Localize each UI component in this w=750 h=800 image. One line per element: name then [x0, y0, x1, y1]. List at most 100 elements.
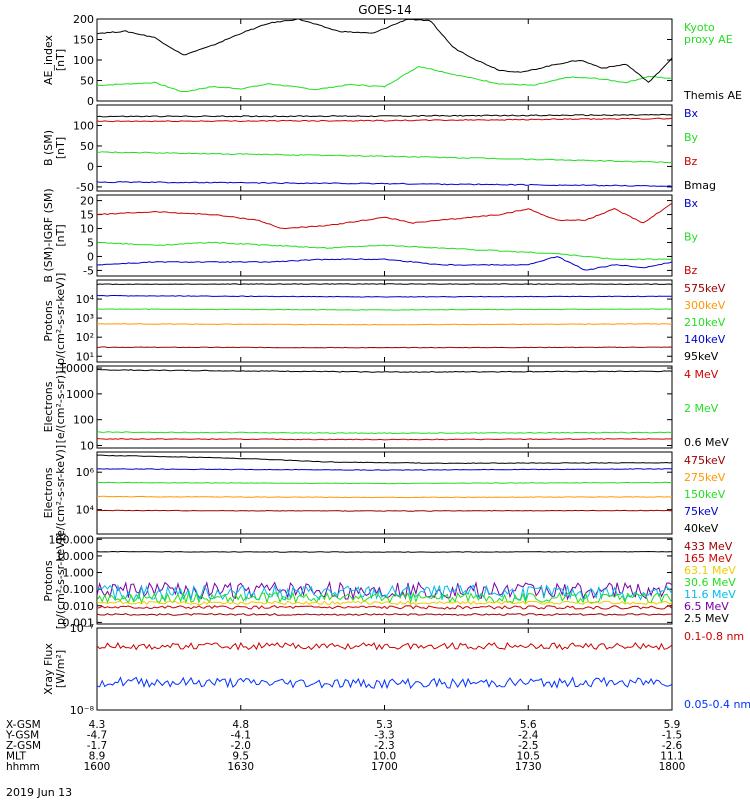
y-tick-label: 10¹	[76, 350, 94, 363]
axis-row-value: 4.8	[232, 719, 249, 731]
y-tick-label: 100	[73, 414, 94, 427]
panel-electrons_kev: 10⁴ 10⁶ Electrons[e/(cm²-s-sr-keV)] 475keV 2…	[42, 445, 726, 541]
legend-entry: 433 MeV	[684, 540, 733, 553]
y-tick-label: 10⁻⁸	[70, 704, 95, 717]
y-axis-label: Xray Flux[W/m²]	[42, 643, 67, 695]
y-axis-label: B (SM)[nT]	[42, 130, 67, 166]
legend-entry: 140keV	[684, 333, 726, 346]
legend-entry: 4 MeV	[684, 368, 719, 381]
legend-entry: Bx	[684, 197, 699, 210]
series-line	[97, 600, 672, 606]
y-tick-label: 10.000	[56, 550, 95, 563]
axis-row-value: 10.0	[373, 751, 396, 763]
legend-entry: 40keV	[684, 522, 719, 535]
legend-entry: 95keV	[684, 350, 719, 363]
legend-entry: Kyoto proxy AE	[684, 21, 733, 46]
panel-frame	[96, 18, 673, 102]
series-line	[97, 323, 672, 326]
axis-row-label: Y-GSM	[5, 730, 39, 742]
axis-row-value: 5.9	[664, 719, 681, 731]
legend-entry: Bmag	[684, 179, 716, 192]
panel-frame	[96, 104, 673, 192]
series-line	[97, 481, 672, 485]
axis-row-value: 1600	[84, 761, 111, 773]
legend-entry: 275keV	[684, 471, 726, 484]
y-tick-label: 50	[80, 75, 94, 88]
legend-entry: 165 MeV	[684, 552, 733, 565]
y-tick-label: 10⁶	[76, 466, 95, 479]
y-axis-label: B (SM)-IGRF (SM)[nT]	[42, 188, 67, 282]
series-line	[97, 468, 672, 471]
y-tick-label: 0	[87, 95, 94, 108]
y-tick-label: 10000	[59, 362, 94, 375]
axis-row-value: 5.3	[376, 719, 393, 731]
series-line	[97, 676, 672, 690]
y-tick-label: 1.000	[63, 567, 95, 580]
legend-entry: 300keV	[684, 299, 726, 312]
series-line	[97, 454, 672, 465]
axis-row-value: 1630	[227, 761, 254, 773]
y-axis-label: Protons[p/(cm²-s-sr-keV)]	[42, 533, 67, 630]
y-tick-label: 0	[87, 250, 94, 263]
legend-entry: 11.6 MeV	[684, 588, 736, 601]
date-label: 2019 Jun 13	[6, 786, 72, 799]
axis-row-value: 8.9	[89, 751, 106, 763]
series-line	[97, 580, 672, 601]
y-axis-label: Electrons[e/(cm²-s-sr-keV)]	[42, 445, 67, 541]
axis-row-value: 1730	[515, 761, 542, 773]
series-line	[97, 550, 672, 553]
panel-frame	[96, 451, 673, 535]
axis-row-value: 1800	[659, 761, 686, 773]
panel-b: -50 0 50 100 B (SM)[nT] Bx By Bz Bmag	[42, 104, 716, 194]
panel-frame	[96, 627, 673, 711]
panel-frame	[96, 537, 673, 625]
legend-entry: 150keV	[684, 488, 726, 501]
y-tick-label: 100	[73, 54, 94, 67]
legend-entry: 0.6 MeV	[684, 436, 729, 449]
series-line	[97, 294, 672, 298]
y-tick-label: 10⁻⁷	[70, 622, 94, 635]
legend-entry: 63.1 MeV	[684, 564, 736, 577]
axis-row-label: MLT	[6, 751, 26, 763]
axis-row-value: 1700	[371, 761, 398, 773]
legend-entry: Themis AE	[683, 89, 742, 102]
y-axis-label: AE_index[nT]	[42, 34, 67, 85]
series-line	[97, 438, 672, 441]
axis-row-value: -1.7	[87, 740, 108, 752]
legend-entry: 0.05-0.4 nm	[684, 698, 750, 711]
legend-entry: 0.1-0.8 nm	[684, 630, 744, 643]
y-tick-label: 15	[80, 209, 94, 222]
series-line	[97, 431, 672, 435]
axis-row-value: 9.5	[232, 751, 249, 763]
y-tick-label: 100	[73, 119, 94, 132]
legend-entry: Bx	[684, 107, 699, 120]
series-line	[97, 641, 672, 651]
series-line	[97, 369, 672, 373]
y-tick-label: 100.000	[49, 533, 95, 546]
y-tick-label: 150	[73, 34, 94, 47]
legend-entry: By	[684, 131, 699, 144]
panel-frame	[96, 365, 673, 449]
axis-row-value: -2.4	[518, 730, 539, 742]
plot-title: GOES-14	[358, 3, 412, 17]
panel-frame	[96, 194, 673, 277]
y-tick-label: -50	[76, 181, 94, 194]
series-line	[97, 151, 672, 164]
y-tick-label: 20	[80, 195, 94, 208]
series-line	[97, 613, 672, 616]
axis-row-value: 10.5	[517, 751, 540, 763]
series-line	[97, 605, 672, 610]
series-line	[97, 65, 672, 92]
axis-row-label: hhmm	[6, 761, 40, 773]
axis-row-value: 5.6	[520, 719, 537, 731]
series-line	[97, 241, 672, 261]
series-line	[97, 346, 672, 349]
axis-row-value: -2.3	[374, 740, 395, 752]
series-line	[97, 509, 672, 512]
series-line	[97, 256, 672, 271]
y-tick-label: 50	[80, 140, 94, 153]
series-line	[97, 495, 672, 499]
panel-frame	[96, 279, 673, 363]
